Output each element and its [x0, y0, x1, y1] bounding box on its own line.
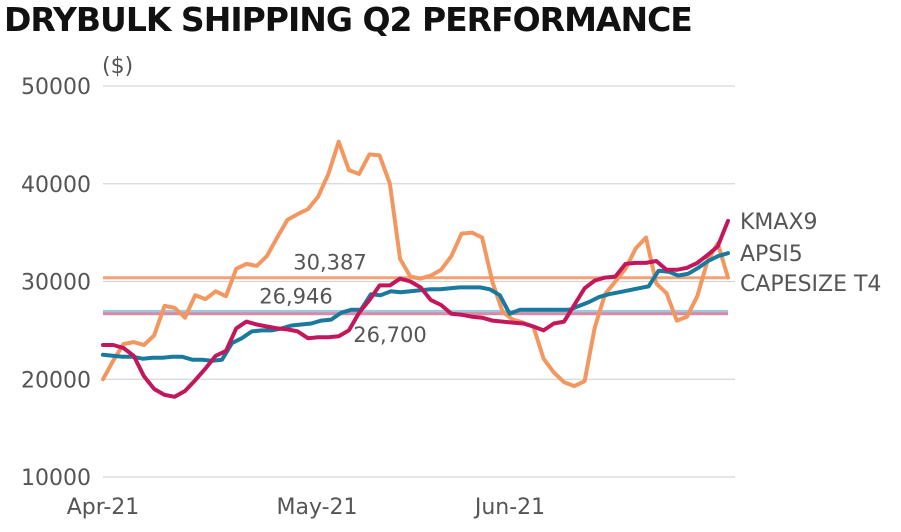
y-axis: 50000 40000 30000 20000 10000: [21, 75, 91, 491]
reference-line-label: 26,946: [259, 284, 332, 308]
x-tick-label: Apr-21: [67, 495, 140, 520]
x-tick-label: Jun-21: [473, 495, 545, 520]
reference-line-label: 30,387: [293, 251, 366, 275]
x-tick-label: May-21: [276, 495, 357, 520]
y-tick-label: 50000: [21, 75, 91, 100]
series-line: [101, 218, 730, 399]
gridlines: [103, 85, 735, 478]
series-line: [101, 139, 730, 389]
reference-line-label: 26,700: [353, 323, 426, 347]
series-lines: [101, 139, 730, 399]
series-labels: KMAX9 APSI5 CAPESIZE T4: [740, 210, 881, 297]
unit-label: ($): [102, 54, 133, 79]
y-tick-label: 10000: [21, 466, 91, 491]
reference-lines: 30,387 26,946 26,700: [103, 251, 728, 347]
x-axis: Apr-21 May-21 Jun-21: [67, 495, 545, 520]
y-tick-label: 20000: [21, 368, 91, 393]
series-line: [101, 251, 730, 363]
series-label: APSI5: [740, 242, 803, 267]
y-tick-label: 40000: [21, 173, 91, 198]
series-label: KMAX9: [740, 210, 818, 235]
chart-title: DRYBULK SHIPPING Q2 PERFORMANCE: [4, 0, 693, 39]
series-label: CAPESIZE T4: [740, 272, 881, 297]
y-tick-label: 30000: [21, 271, 91, 296]
